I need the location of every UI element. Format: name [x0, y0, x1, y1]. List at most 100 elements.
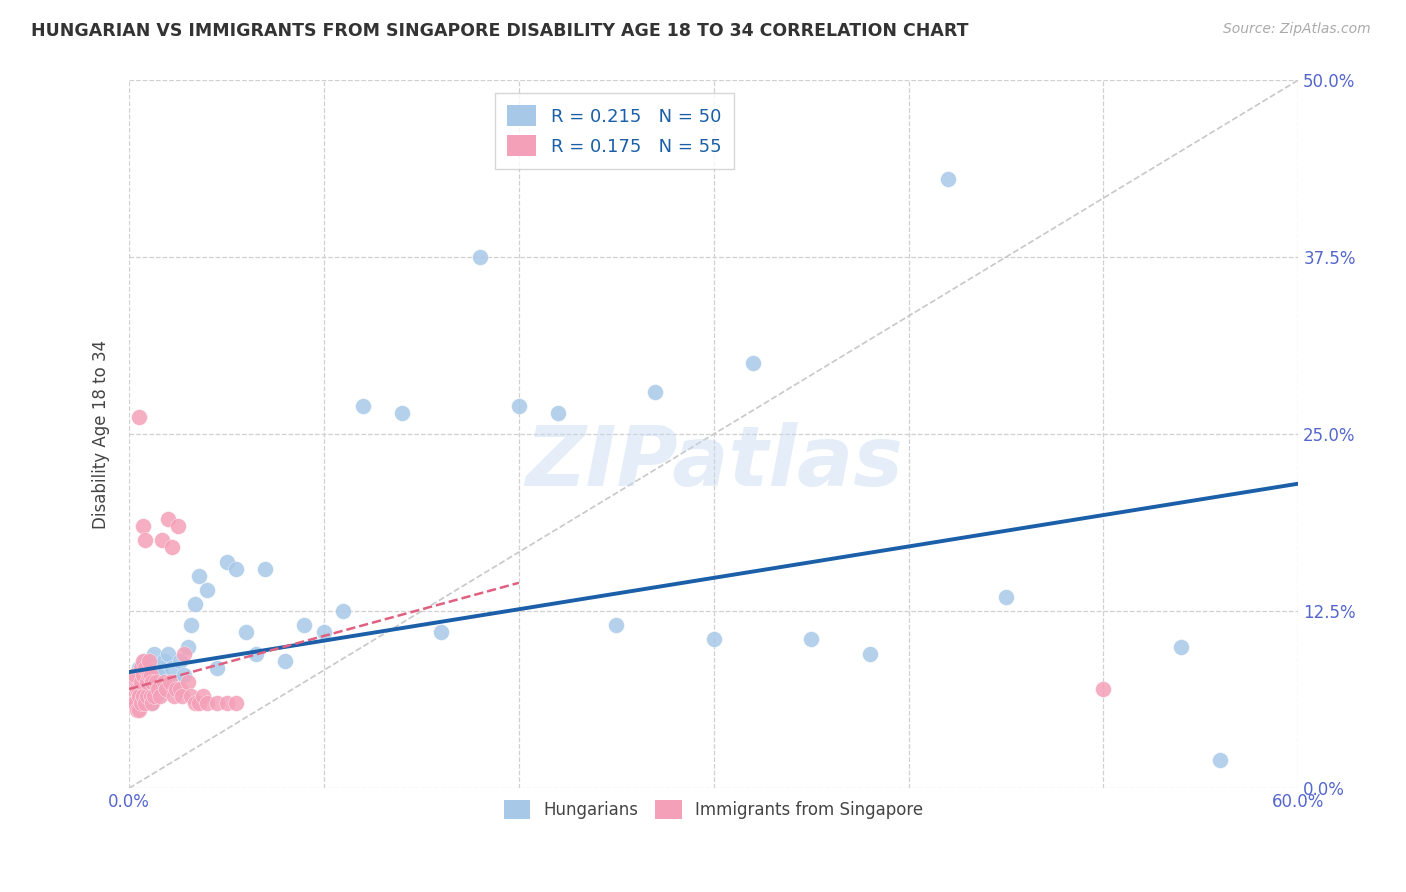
Text: Source: ZipAtlas.com: Source: ZipAtlas.com [1223, 22, 1371, 37]
Point [215, 696, 238, 710]
Point [191, 689, 214, 703]
Point [800, 632, 823, 647]
Point [125, 681, 148, 696]
Point [153, 675, 176, 690]
Point [139, 668, 162, 682]
Point [173, 668, 195, 682]
Point [128, 410, 150, 425]
Point [703, 632, 725, 647]
Point [741, 356, 763, 370]
Point [180, 689, 202, 703]
Point [508, 399, 530, 413]
Point [165, 675, 187, 690]
Point [157, 647, 180, 661]
Point [159, 675, 181, 690]
Point [134, 654, 156, 668]
Point [169, 681, 191, 696]
Point [132, 668, 155, 682]
Point [150, 668, 173, 682]
Point [195, 696, 218, 710]
Point [176, 640, 198, 654]
Point [184, 597, 207, 611]
Text: ZIPatlas: ZIPatlas [524, 422, 903, 503]
Point [125, 703, 148, 717]
Point [138, 668, 160, 682]
Point [160, 541, 183, 555]
Point [134, 661, 156, 675]
Point [468, 250, 491, 264]
Point [160, 661, 183, 675]
Point [129, 675, 152, 690]
Point [135, 689, 157, 703]
Point [122, 696, 145, 710]
Point [294, 618, 316, 632]
Point [995, 590, 1018, 604]
Point [148, 681, 170, 696]
Point [176, 675, 198, 690]
Point [163, 689, 186, 703]
Point [138, 668, 160, 682]
Point [215, 555, 238, 569]
Point [352, 399, 374, 413]
Point [1170, 640, 1192, 654]
Point [120, 689, 142, 703]
Point [128, 681, 150, 696]
Point [149, 689, 172, 703]
Point [132, 519, 155, 533]
Point [391, 406, 413, 420]
Point [1209, 753, 1232, 767]
Point [188, 568, 211, 582]
Point [129, 675, 152, 690]
Point [141, 696, 163, 710]
Point [859, 647, 882, 661]
Point [122, 675, 145, 690]
Point [225, 561, 247, 575]
Point [129, 696, 152, 710]
Point [1092, 681, 1115, 696]
Point [132, 654, 155, 668]
Point [138, 654, 160, 668]
Point [153, 654, 176, 668]
Point [135, 681, 157, 696]
Point [128, 703, 150, 717]
Point [132, 689, 155, 703]
Point [145, 675, 167, 690]
Point [170, 689, 193, 703]
Point [169, 654, 191, 668]
Point [141, 661, 163, 675]
Point [188, 696, 211, 710]
Point [134, 533, 156, 548]
Point [139, 689, 162, 703]
Point [245, 647, 267, 661]
Point [605, 618, 627, 632]
Point [132, 689, 155, 703]
Point [124, 668, 146, 682]
Point [254, 561, 277, 575]
Point [143, 689, 166, 703]
Point [430, 625, 453, 640]
Point [134, 696, 156, 710]
Point [128, 661, 150, 675]
Point [143, 647, 166, 661]
Text: HUNGARIAN VS IMMIGRANTS FROM SINGAPORE DISABILITY AGE 18 TO 34 CORRELATION CHART: HUNGARIAN VS IMMIGRANTS FROM SINGAPORE D… [31, 22, 969, 40]
Point [166, 519, 188, 533]
Legend: Hungarians, Immigrants from Singapore: Hungarians, Immigrants from Singapore [494, 790, 934, 830]
Point [184, 696, 207, 710]
Point [644, 384, 666, 399]
Point [225, 696, 247, 710]
Point [141, 675, 163, 690]
Point [195, 582, 218, 597]
Point [173, 647, 195, 661]
Point [124, 696, 146, 710]
Point [936, 172, 959, 186]
Point [135, 675, 157, 690]
Point [205, 696, 228, 710]
Point [148, 675, 170, 690]
Point [312, 625, 335, 640]
Point [129, 661, 152, 675]
Point [150, 533, 173, 548]
Point [139, 696, 162, 710]
Y-axis label: Disability Age 18 to 34: Disability Age 18 to 34 [93, 340, 110, 529]
Point [157, 512, 180, 526]
Point [235, 625, 257, 640]
